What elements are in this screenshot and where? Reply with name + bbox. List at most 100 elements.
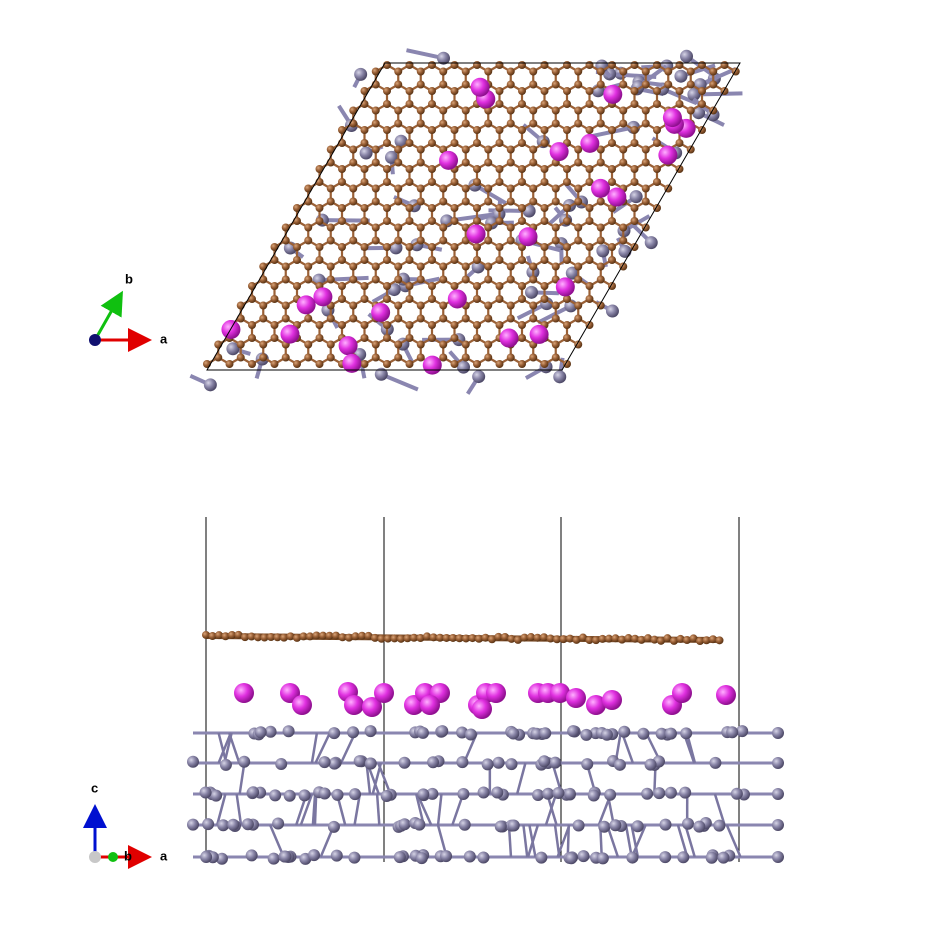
atom [349,158,358,167]
atom [631,820,644,833]
atom [394,236,403,245]
atom [484,223,493,232]
atom [464,728,477,741]
bond [553,824,561,858]
atom [619,67,628,76]
atom [506,353,515,362]
atom [495,100,504,108]
atom [563,787,576,800]
atom [349,236,358,245]
atom [466,224,486,244]
atom [364,725,377,738]
atom [484,353,493,362]
atom [416,106,425,115]
atom [539,727,552,740]
atom [405,139,414,147]
atom [304,197,313,206]
atom [518,256,526,264]
atom [529,67,538,76]
atom [405,334,414,342]
atom [394,158,403,167]
atom [506,314,515,323]
atom [618,244,632,258]
atom [674,69,688,83]
atom [312,631,321,640]
atom [259,262,268,271]
atom [574,80,583,89]
atom [713,819,726,832]
atom [551,353,560,362]
atom [360,139,369,147]
atom [450,100,459,108]
atom [551,314,560,323]
atom [506,223,515,232]
atom [518,165,526,173]
atom [456,756,469,769]
atom [318,756,331,769]
atom [484,340,493,349]
atom [484,145,493,154]
atom [664,786,677,799]
atom [565,852,578,865]
atom [461,340,470,349]
atom [596,158,605,167]
atom [275,758,288,771]
atom [269,789,282,802]
atom [492,756,505,769]
atom [439,262,448,271]
atom [383,321,391,329]
atom [501,632,509,641]
atom [187,755,199,768]
atom [371,353,380,362]
atom [563,334,571,342]
atom [394,353,403,362]
atom [362,697,382,717]
atom [247,786,260,799]
atom [726,726,739,739]
atom [506,236,515,245]
atom [641,119,650,128]
atom [574,67,583,76]
atom [281,236,290,245]
atom [293,243,301,251]
atom [655,727,668,740]
atom [380,789,393,802]
atom [450,321,459,329]
bond [238,762,246,795]
atom [383,100,391,108]
atom [609,819,622,832]
atom [596,223,605,232]
atom [221,632,230,641]
atom [495,87,504,95]
atom [326,145,335,154]
atom [214,353,223,362]
atom [439,236,448,245]
atom [428,139,436,147]
atom [603,84,623,104]
atom [495,295,504,303]
atom [270,321,279,329]
atom [698,87,706,95]
atom [281,353,290,362]
atom [349,275,358,284]
atom [428,100,436,108]
atom [663,634,672,643]
atom [259,340,268,349]
atom [450,126,459,134]
side-axes-indicator: c b a [83,780,168,869]
atom [270,360,279,368]
atom [514,635,522,644]
atom [473,178,481,186]
atom [326,262,335,271]
atom [428,204,436,212]
atom [326,353,335,362]
atom [484,197,493,206]
atom [405,295,414,303]
atom [680,727,693,740]
atom [293,256,301,264]
atom [267,852,280,865]
atom [608,178,616,186]
atom [641,67,650,76]
atom [473,321,481,329]
atom [540,204,549,212]
